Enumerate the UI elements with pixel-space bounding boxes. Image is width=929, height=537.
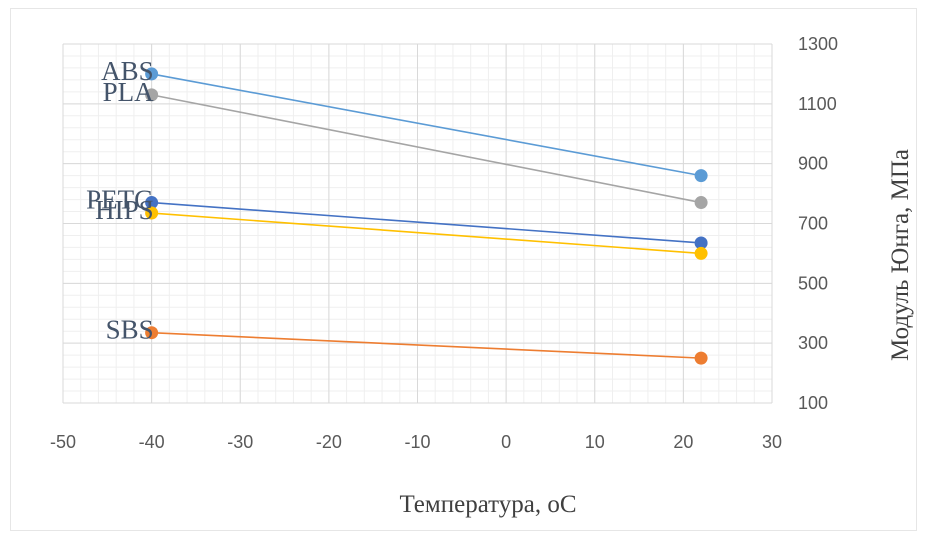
series-line-sbs [151, 331, 702, 359]
series-label-sbs: SBS [106, 315, 154, 345]
data-point-abs [694, 169, 708, 183]
y-tick-label: 1300 [798, 34, 838, 54]
x-axis-title: Температура, оС [399, 491, 576, 518]
series-label-abs: ABS [101, 56, 154, 86]
data-point-sbs [145, 326, 159, 340]
series-line-pla [151, 94, 702, 204]
x-tick-label: 10 [585, 432, 605, 452]
x-tick-label: 20 [673, 432, 693, 452]
x-tick-label: -20 [316, 432, 342, 452]
series-lines [151, 73, 702, 359]
series-line-petg [151, 201, 702, 244]
data-point-hips [694, 246, 708, 260]
series-line-abs [151, 73, 702, 177]
y-axis-title: Модуль Юнга, МПа [887, 149, 914, 361]
y-tick-label: 300 [798, 333, 828, 353]
series-line-hips [151, 212, 702, 255]
major-gridlines [62, 43, 773, 404]
chart-frame [10, 8, 917, 531]
series-label-hips: HIPS [95, 195, 154, 225]
data-point-petg [694, 236, 708, 250]
y-axis-ticks: 100 300 500 700 900 1100 1300 [798, 34, 838, 413]
data-point-sbs [694, 351, 708, 365]
data-point-hips [145, 206, 159, 220]
x-tick-label: -10 [404, 432, 430, 452]
x-tick-label: -40 [139, 432, 165, 452]
x-tick-label: -50 [50, 432, 76, 452]
data-point-abs [145, 67, 159, 81]
y-tick-label: 900 [798, 154, 828, 174]
data-point-petg [145, 196, 159, 210]
x-tick-label: 30 [762, 432, 782, 452]
data-point-pla [145, 88, 159, 102]
y-tick-label: 100 [798, 393, 828, 413]
series-label-petg: PETG [86, 185, 154, 215]
data-point-pla [694, 196, 708, 210]
series-points [145, 67, 708, 365]
series-label-pla: PLA [103, 77, 155, 107]
y-tick-label: 700 [798, 214, 828, 234]
y-tick-label: 1100 [798, 94, 837, 114]
x-axis-ticks: -50 -40 -30 -20 -10 0 10 20 30 [50, 432, 782, 452]
y-tick-label: 500 [798, 273, 828, 293]
x-tick-label: 0 [501, 432, 511, 452]
x-tick-label: -30 [227, 432, 253, 452]
